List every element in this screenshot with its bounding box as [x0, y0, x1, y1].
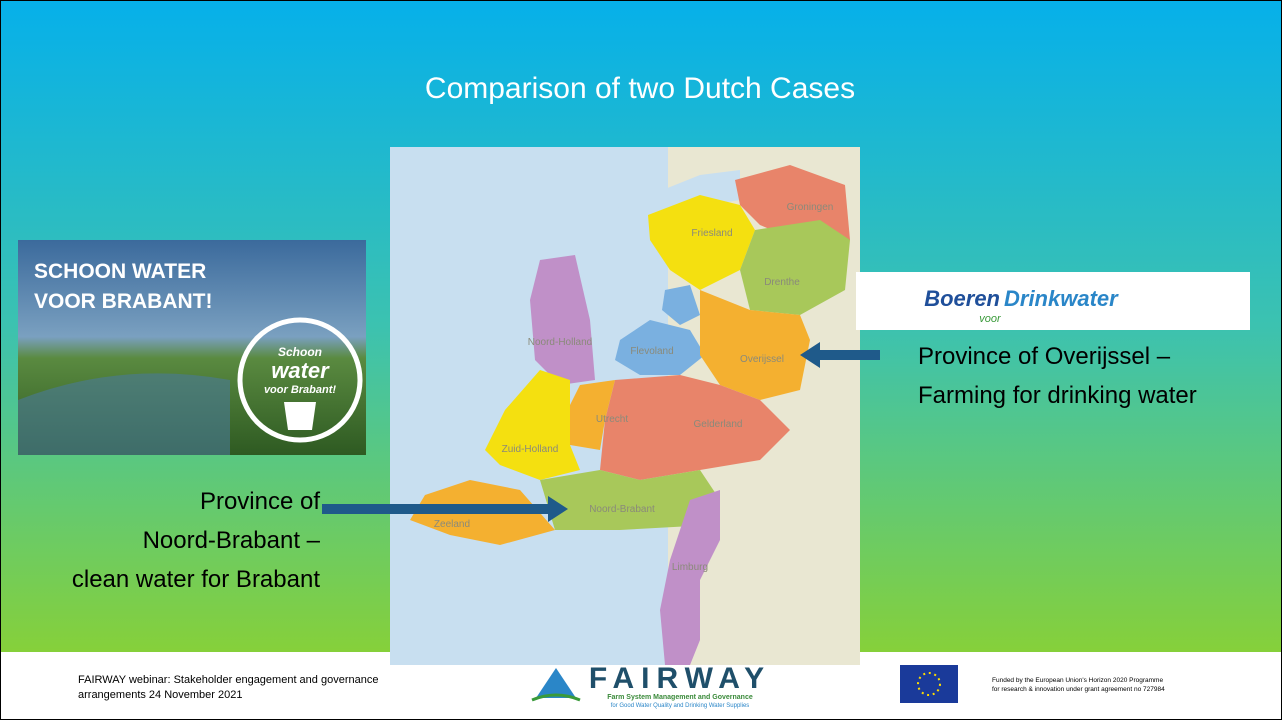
logo-icon: [531, 693, 581, 702]
arrow: [800, 342, 880, 368]
map-label: Noord-Brabant: [589, 504, 655, 515]
footer-text: for research & innovation under grant ag…: [992, 686, 1165, 693]
caption: Province of Overijssel –: [918, 343, 1171, 370]
badge-text: water: [271, 358, 330, 383]
badge-text: Schoon: [278, 345, 322, 359]
left-image: SCHOON WATER VOOR BRABANT! Schoon water …: [18, 240, 366, 455]
map-label: Limburg: [672, 562, 708, 573]
map-label: Zuid-Holland: [502, 444, 559, 455]
map-label: Friesland: [691, 228, 732, 239]
map-label: Groningen: [787, 202, 834, 213]
map-label: Gelderland: [694, 419, 743, 430]
footer-text: Funded by the European Union's Horizon 2…: [992, 677, 1163, 684]
footer-logo-sub: for Good Water Quality and Drinking Wate…: [611, 703, 750, 709]
map-label: Overijssel: [740, 354, 784, 365]
logo-text: voor: [979, 313, 1002, 325]
map-label: Flevoland: [630, 346, 673, 357]
map-label: Drenthe: [764, 277, 800, 288]
caption: Farming for drinking water: [918, 382, 1197, 409]
logo-text: Boeren: [924, 286, 1000, 311]
logo-text: Drinkwater: [1004, 286, 1119, 311]
footer-logo: FAIRWAY: [589, 662, 771, 695]
right-logo: Boeren voor Drinkwater: [856, 272, 1250, 330]
map-label: Noord-Holland: [528, 337, 592, 348]
map: [390, 147, 860, 665]
eu-stars: [917, 672, 941, 696]
headline: SCHOON WATER: [34, 260, 206, 283]
badge-text: voor Brabant!: [264, 384, 336, 396]
footer-logo-sub: Farm System Management and Governance: [607, 694, 753, 701]
logo-icon: [536, 668, 576, 698]
headline: VOOR BRABANT!: [34, 290, 213, 313]
footer-text: FAIRWAY webinar: Stakeholder engagement …: [78, 674, 378, 686]
map-label: Zeeland: [434, 519, 470, 530]
caption: clean water for Brabant: [72, 566, 320, 593]
footer-text: arrangements 24 November 2021: [78, 689, 242, 701]
caption: Province of: [200, 488, 320, 515]
arrow: [322, 496, 568, 522]
map-label: Utrecht: [596, 414, 628, 425]
title: Comparison of two Dutch Cases: [425, 72, 855, 105]
eu-flag: [900, 665, 958, 703]
caption: Noord-Brabant –: [143, 527, 321, 554]
